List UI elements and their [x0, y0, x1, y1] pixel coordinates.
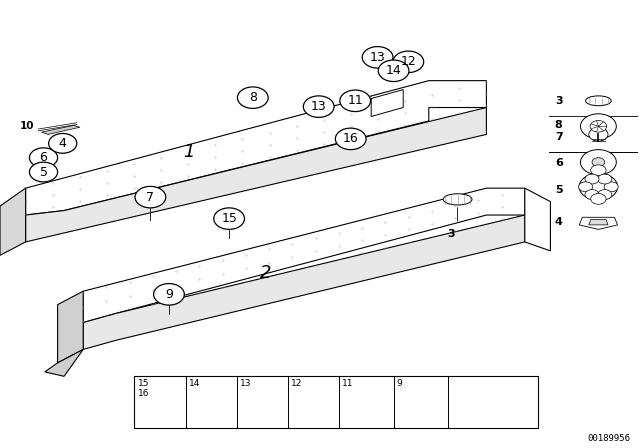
- Circle shape: [135, 186, 166, 208]
- Circle shape: [579, 173, 618, 200]
- Circle shape: [592, 158, 605, 167]
- Circle shape: [29, 148, 58, 168]
- Text: 6: 6: [555, 158, 563, 168]
- Text: 3: 3: [447, 229, 455, 239]
- Text: 3: 3: [555, 96, 563, 106]
- Circle shape: [49, 134, 77, 153]
- Polygon shape: [26, 81, 486, 215]
- Polygon shape: [45, 349, 83, 376]
- Circle shape: [591, 165, 606, 176]
- Text: 13: 13: [240, 379, 252, 388]
- Circle shape: [585, 190, 599, 199]
- Text: 2: 2: [260, 264, 271, 282]
- Bar: [134, 376, 538, 428]
- Polygon shape: [83, 188, 525, 323]
- Polygon shape: [525, 188, 550, 251]
- Text: 6: 6: [40, 151, 47, 164]
- Text: 8: 8: [249, 91, 257, 104]
- Polygon shape: [83, 215, 525, 349]
- Circle shape: [598, 174, 612, 184]
- Text: 9: 9: [397, 379, 403, 388]
- Circle shape: [237, 87, 268, 108]
- Circle shape: [579, 182, 593, 192]
- Circle shape: [598, 190, 612, 199]
- Text: 13: 13: [311, 100, 326, 113]
- Circle shape: [580, 150, 616, 175]
- Ellipse shape: [443, 194, 472, 205]
- Text: 5: 5: [555, 185, 563, 195]
- Circle shape: [29, 162, 58, 182]
- Circle shape: [214, 208, 244, 229]
- Circle shape: [335, 128, 366, 150]
- Text: 8: 8: [555, 120, 563, 129]
- Text: 7: 7: [147, 190, 154, 204]
- Text: 12: 12: [401, 55, 416, 69]
- Polygon shape: [0, 188, 26, 255]
- Text: 9: 9: [165, 288, 173, 301]
- Polygon shape: [371, 90, 403, 116]
- Circle shape: [590, 121, 607, 132]
- Text: 15: 15: [221, 212, 237, 225]
- Text: 4: 4: [555, 217, 563, 227]
- Text: 16: 16: [343, 132, 358, 146]
- Ellipse shape: [586, 96, 611, 106]
- Circle shape: [393, 51, 424, 73]
- Circle shape: [604, 182, 618, 192]
- Polygon shape: [589, 220, 608, 225]
- Circle shape: [154, 284, 184, 305]
- Text: 11: 11: [348, 94, 363, 108]
- Polygon shape: [579, 217, 618, 229]
- Circle shape: [580, 114, 616, 139]
- Circle shape: [303, 96, 334, 117]
- Text: 4: 4: [59, 137, 67, 150]
- Circle shape: [589, 128, 608, 141]
- Circle shape: [340, 90, 371, 112]
- Text: 1: 1: [183, 143, 195, 161]
- Circle shape: [362, 47, 393, 68]
- Polygon shape: [58, 291, 83, 363]
- Circle shape: [585, 174, 599, 184]
- Text: 11: 11: [342, 379, 354, 388]
- Text: 12: 12: [291, 379, 303, 388]
- Text: 13: 13: [370, 51, 385, 64]
- Text: 15
16: 15 16: [138, 379, 149, 398]
- Polygon shape: [42, 125, 80, 134]
- Polygon shape: [26, 108, 486, 242]
- Text: 14: 14: [189, 379, 200, 388]
- Text: 00189956: 00189956: [588, 434, 630, 443]
- Text: 10: 10: [20, 121, 35, 131]
- Text: 14: 14: [386, 64, 401, 78]
- Text: 7: 7: [555, 132, 563, 142]
- Circle shape: [378, 60, 409, 82]
- Text: 5: 5: [40, 165, 47, 179]
- Circle shape: [591, 194, 606, 204]
